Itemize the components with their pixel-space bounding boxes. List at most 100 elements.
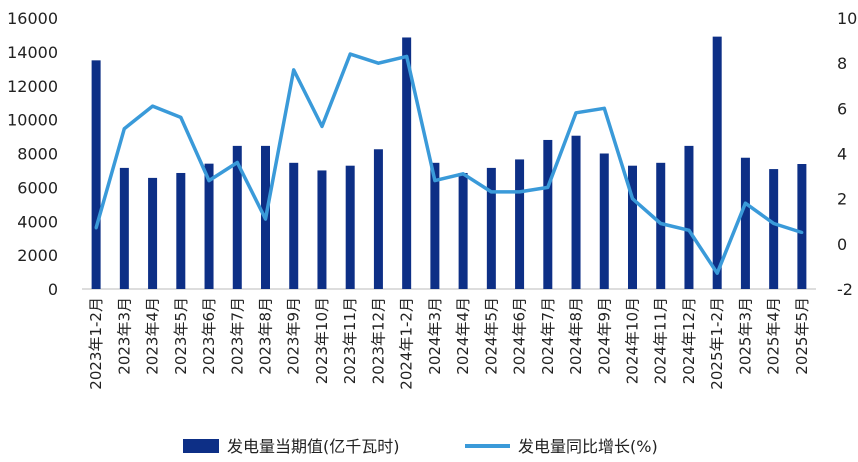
category-label: 2023年12月 xyxy=(369,297,387,384)
right-axis-ticks: -2 0 2 4 6 8 10 xyxy=(837,9,857,299)
category-label: 2025年3月 xyxy=(736,297,754,375)
bar xyxy=(515,159,525,289)
line-point xyxy=(179,115,183,119)
bar xyxy=(599,153,609,289)
line-point xyxy=(376,61,380,65)
left-tick-label: 4000 xyxy=(17,212,58,231)
legend-line-label: 发电量同比增长(%) xyxy=(518,437,658,456)
line-point xyxy=(151,104,155,108)
line-point xyxy=(320,124,324,128)
bar xyxy=(684,145,694,289)
bar xyxy=(712,36,722,289)
bar xyxy=(628,165,637,289)
category-label: 2023年3月 xyxy=(115,297,133,375)
legend-bar-swatch xyxy=(183,439,219,453)
bar xyxy=(458,172,468,289)
bar xyxy=(656,162,666,289)
left-tick-label: 0 xyxy=(48,280,58,299)
bar xyxy=(430,162,440,289)
line-point xyxy=(546,185,550,189)
legend-bar-label: 发电量当期值(亿千瓦时) xyxy=(227,437,400,456)
line-point xyxy=(292,68,296,72)
line-point xyxy=(800,231,804,235)
right-tick-label: 4 xyxy=(837,145,847,164)
category-label: 2023年8月 xyxy=(257,297,275,375)
line-point xyxy=(122,127,126,131)
line-point xyxy=(264,217,267,221)
right-tick-label: 6 xyxy=(837,99,847,118)
category-label: 2024年1-2月 xyxy=(398,297,416,390)
category-label: 2024年12月 xyxy=(680,297,698,384)
bar xyxy=(797,164,807,289)
bar xyxy=(317,170,327,289)
bar xyxy=(402,37,412,290)
right-tick-label: -2 xyxy=(837,280,853,299)
bar xyxy=(232,145,242,289)
category-label: 2024年10月 xyxy=(624,297,642,384)
bar xyxy=(740,157,750,289)
line-point xyxy=(489,190,493,194)
category-label: 2025年5月 xyxy=(793,297,811,375)
category-label: 2024年9月 xyxy=(595,297,613,375)
left-tick-label: 6000 xyxy=(17,178,58,197)
bar xyxy=(373,149,383,289)
right-tick-label: 2 xyxy=(837,190,847,209)
line-point xyxy=(235,161,239,165)
bar xyxy=(148,177,158,289)
category-label: 2023年9月 xyxy=(285,297,303,375)
category-label: 2024年3月 xyxy=(426,297,444,375)
category-label: 2025年1-2月 xyxy=(708,297,726,390)
bar xyxy=(486,167,496,289)
line-point xyxy=(743,201,747,205)
category-label: 2023年10月 xyxy=(313,297,331,384)
category-label: 2023年4月 xyxy=(144,297,162,375)
right-tick-label: 0 xyxy=(837,235,847,254)
bar xyxy=(91,60,101,289)
line-point xyxy=(461,172,465,176)
left-tick-label: 12000 xyxy=(7,77,58,96)
line-point xyxy=(518,190,522,194)
category-label: 2024年7月 xyxy=(539,297,557,375)
bar xyxy=(289,162,299,289)
line-point xyxy=(659,222,663,226)
category-label: 2023年5月 xyxy=(172,297,190,375)
line-point xyxy=(687,228,691,232)
line-point xyxy=(602,106,606,110)
bar xyxy=(769,169,779,289)
line-point xyxy=(94,226,98,230)
left-tick-label: 8000 xyxy=(17,145,58,164)
category-label: 2024年11月 xyxy=(652,297,670,384)
line-point xyxy=(405,54,409,58)
category-label: 2024年8月 xyxy=(567,297,585,375)
bar xyxy=(204,163,214,289)
bar xyxy=(571,135,581,289)
line-point xyxy=(631,197,634,201)
bar-series xyxy=(91,36,807,290)
line-point xyxy=(772,222,776,226)
category-label: 2025年4月 xyxy=(765,297,783,375)
growth-line xyxy=(94,52,803,275)
right-tick-label: 10 xyxy=(837,9,857,28)
category-label: 2024年4月 xyxy=(454,297,472,375)
line-series xyxy=(94,52,804,275)
category-labels: 2023年1-2月 2023年3月 2023年4月 2023年5月 2023年6月 202… xyxy=(87,297,811,390)
category-label: 2023年7月 xyxy=(228,297,246,375)
category-label: 2024年5月 xyxy=(482,297,500,375)
category-label: 2023年6月 xyxy=(200,297,218,375)
category-label: 2024年6月 xyxy=(511,297,529,375)
bar xyxy=(345,165,355,289)
left-axis-ticks: 0 2000 4000 6000 8000 10000 12000 14000 16000 xyxy=(7,9,58,299)
category-label: 2023年11月 xyxy=(341,297,359,384)
line-point xyxy=(574,111,578,115)
line-point xyxy=(348,52,352,56)
left-tick-label: 16000 xyxy=(7,9,58,28)
left-tick-label: 14000 xyxy=(7,43,58,62)
bar xyxy=(176,172,186,289)
right-tick-label: 8 xyxy=(837,54,847,73)
bar xyxy=(543,139,553,289)
left-tick-label: 10000 xyxy=(7,111,58,130)
line-point xyxy=(433,179,437,183)
line-point xyxy=(207,179,211,183)
